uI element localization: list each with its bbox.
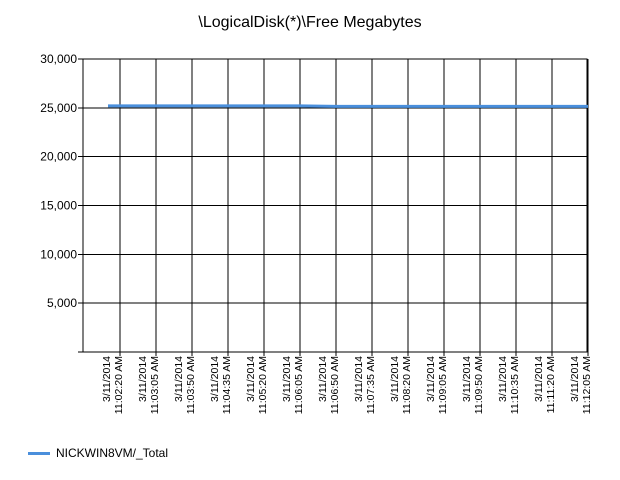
x-tick-label: 3/11/201411:06:50 AM — [317, 356, 341, 414]
legend: NICKWIN8VM/_Total — [28, 444, 168, 462]
x-tick-label: 3/11/201411:07:35 AM — [353, 356, 377, 414]
x-tick-label: 3/11/201411:11:20 AM — [533, 356, 557, 414]
plot-frame — [82, 58, 588, 353]
y-tick-label: 5,000 — [47, 296, 77, 310]
x-tick-label: 3/11/201411:03:50 AM — [173, 356, 197, 414]
y-tick-label: 10,000 — [40, 247, 77, 261]
x-tick-label: 3/11/201411:02:20 AM — [101, 356, 125, 414]
x-tick-label: 3/11/201411:09:05 AM — [425, 356, 449, 414]
x-tick-label: 3/11/201411:10:35 AM — [497, 356, 521, 414]
x-tick-label: 3/11/201411:08:20 AM — [389, 356, 413, 414]
x-tick-label: 3/11/201411:04:35 AM — [209, 356, 233, 414]
x-tick-label: 3/11/201411:03:05 AM — [137, 356, 161, 414]
x-tick-label: 3/11/201411:05:20 AM — [245, 356, 269, 414]
legend-swatch — [28, 451, 50, 455]
y-tick-label: 30,000 — [40, 52, 77, 66]
y-tick-label: 25,000 — [40, 101, 77, 115]
x-tick-label: 3/11/201411:06:05 AM — [281, 356, 305, 414]
x-tick-label: 3/11/201411:09:50 AM — [461, 356, 485, 414]
x-tick-label: 3/11/201411:12:05 AM — [569, 356, 593, 414]
y-tick-label: 20,000 — [40, 150, 77, 164]
legend-label: NICKWIN8VM/_Total — [56, 446, 169, 460]
series-line — [108, 104, 588, 108]
chart-title: \LogicalDisk(*)\Free Megabytes — [198, 14, 422, 31]
y-tick-label: 15,000 — [40, 199, 77, 213]
